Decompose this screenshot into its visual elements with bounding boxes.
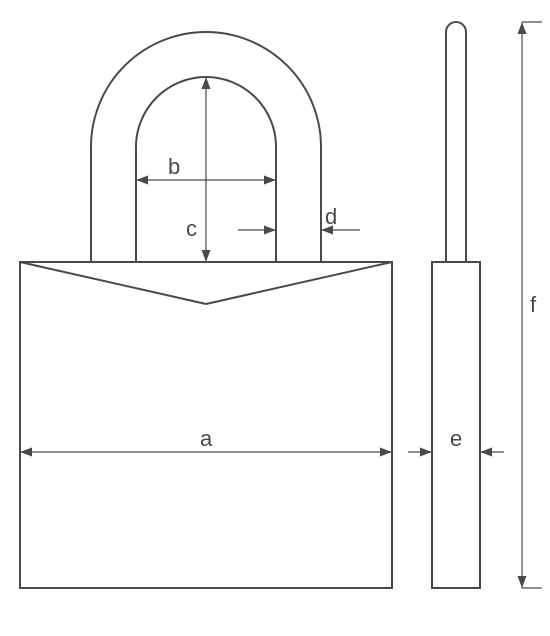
dim-label-b: b [168, 154, 180, 179]
shackle-side [446, 22, 466, 262]
padlock-dimension-diagram: a b c d e f [0, 0, 550, 636]
dim-label-a: a [200, 426, 213, 451]
dim-label-c: c [186, 216, 197, 241]
dim-label-f: f [530, 292, 537, 317]
dim-label-e: e [450, 426, 462, 451]
padlock-body-side [432, 262, 480, 588]
padlock-body-front [20, 262, 392, 588]
dim-label-d: d [325, 204, 337, 229]
